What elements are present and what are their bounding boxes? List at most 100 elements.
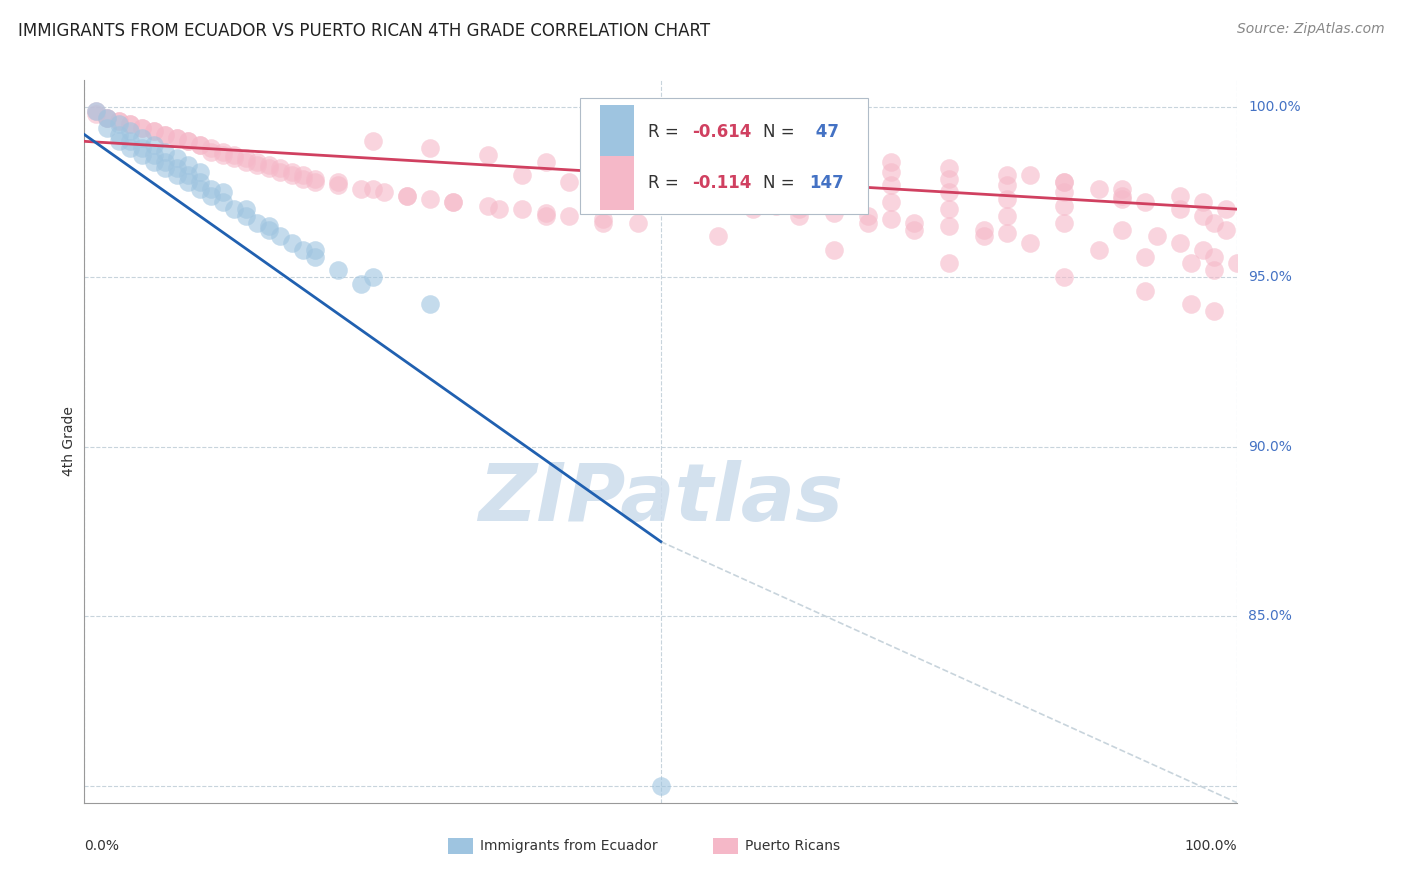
Point [1204,250,1226,264]
Point [627,216,650,230]
Point [938,256,960,270]
Point [177,158,200,172]
Text: -0.614: -0.614 [692,123,751,141]
Point [707,192,730,206]
Point [96,111,118,125]
Point [707,229,730,244]
Point [281,236,304,251]
Point [326,263,349,277]
Text: N =: N = [763,123,800,141]
Point [153,128,176,142]
Point [131,120,153,135]
Point [823,243,845,257]
Point [1215,202,1237,217]
Point [419,141,441,155]
Point [880,178,903,193]
Point [211,185,233,199]
Point [1215,222,1237,236]
Point [131,120,153,135]
Text: ZIPatlas: ZIPatlas [478,460,844,539]
Point [120,124,142,138]
Point [995,192,1018,206]
Point [488,202,510,217]
Point [603,182,626,196]
Point [177,134,200,148]
Point [995,168,1018,182]
Point [131,141,153,155]
Point [1146,229,1168,244]
Point [120,117,142,131]
Point [1111,188,1133,202]
Point [787,202,810,217]
Point [235,151,257,165]
Point [880,212,903,227]
Point [257,222,280,236]
Point [592,212,614,227]
Point [765,165,787,179]
Point [269,229,291,244]
Point [419,192,441,206]
Point [211,148,233,162]
Point [292,168,315,182]
Text: R =: R = [648,174,685,193]
Point [858,209,880,223]
Text: R =: R = [648,123,685,141]
Point [880,165,903,179]
Point [373,185,395,199]
Point [1053,175,1076,189]
Point [96,120,118,135]
Point [120,117,142,131]
Point [177,134,200,148]
Point [1133,195,1156,210]
Point [650,185,672,199]
Point [326,175,349,189]
Point [142,137,165,152]
Point [304,171,326,186]
Point [361,134,384,148]
Point [246,158,269,172]
Point [1204,263,1226,277]
Point [108,128,131,142]
Point [512,168,534,182]
Point [361,270,384,285]
Point [1168,236,1191,251]
Point [326,178,349,193]
Point [1053,185,1076,199]
Point [742,195,765,210]
Point [108,134,131,148]
Point [188,165,211,179]
Point [557,175,579,189]
Point [1018,168,1040,182]
Point [200,182,222,196]
Point [1053,175,1076,189]
Point [534,154,557,169]
Point [1053,216,1076,230]
Point [1053,199,1076,213]
Point [257,161,280,176]
Point [1191,243,1213,257]
Point [938,219,960,234]
Point [108,114,131,128]
Point [224,148,246,162]
Point [858,216,880,230]
Point [84,103,107,118]
Text: -0.114: -0.114 [692,174,751,193]
Point [142,124,165,138]
Text: 47: 47 [810,123,838,141]
Point [823,205,845,219]
Point [1053,270,1076,285]
Text: N =: N = [763,174,800,193]
Point [441,195,464,210]
Point [787,209,810,223]
Point [96,111,118,125]
Point [108,114,131,128]
Point [1191,195,1213,210]
Point [120,141,142,155]
Point [1180,297,1202,311]
Point [235,154,257,169]
Point [477,148,499,162]
Point [1168,202,1191,217]
Point [177,175,200,189]
Point [938,202,960,217]
Point [304,243,326,257]
